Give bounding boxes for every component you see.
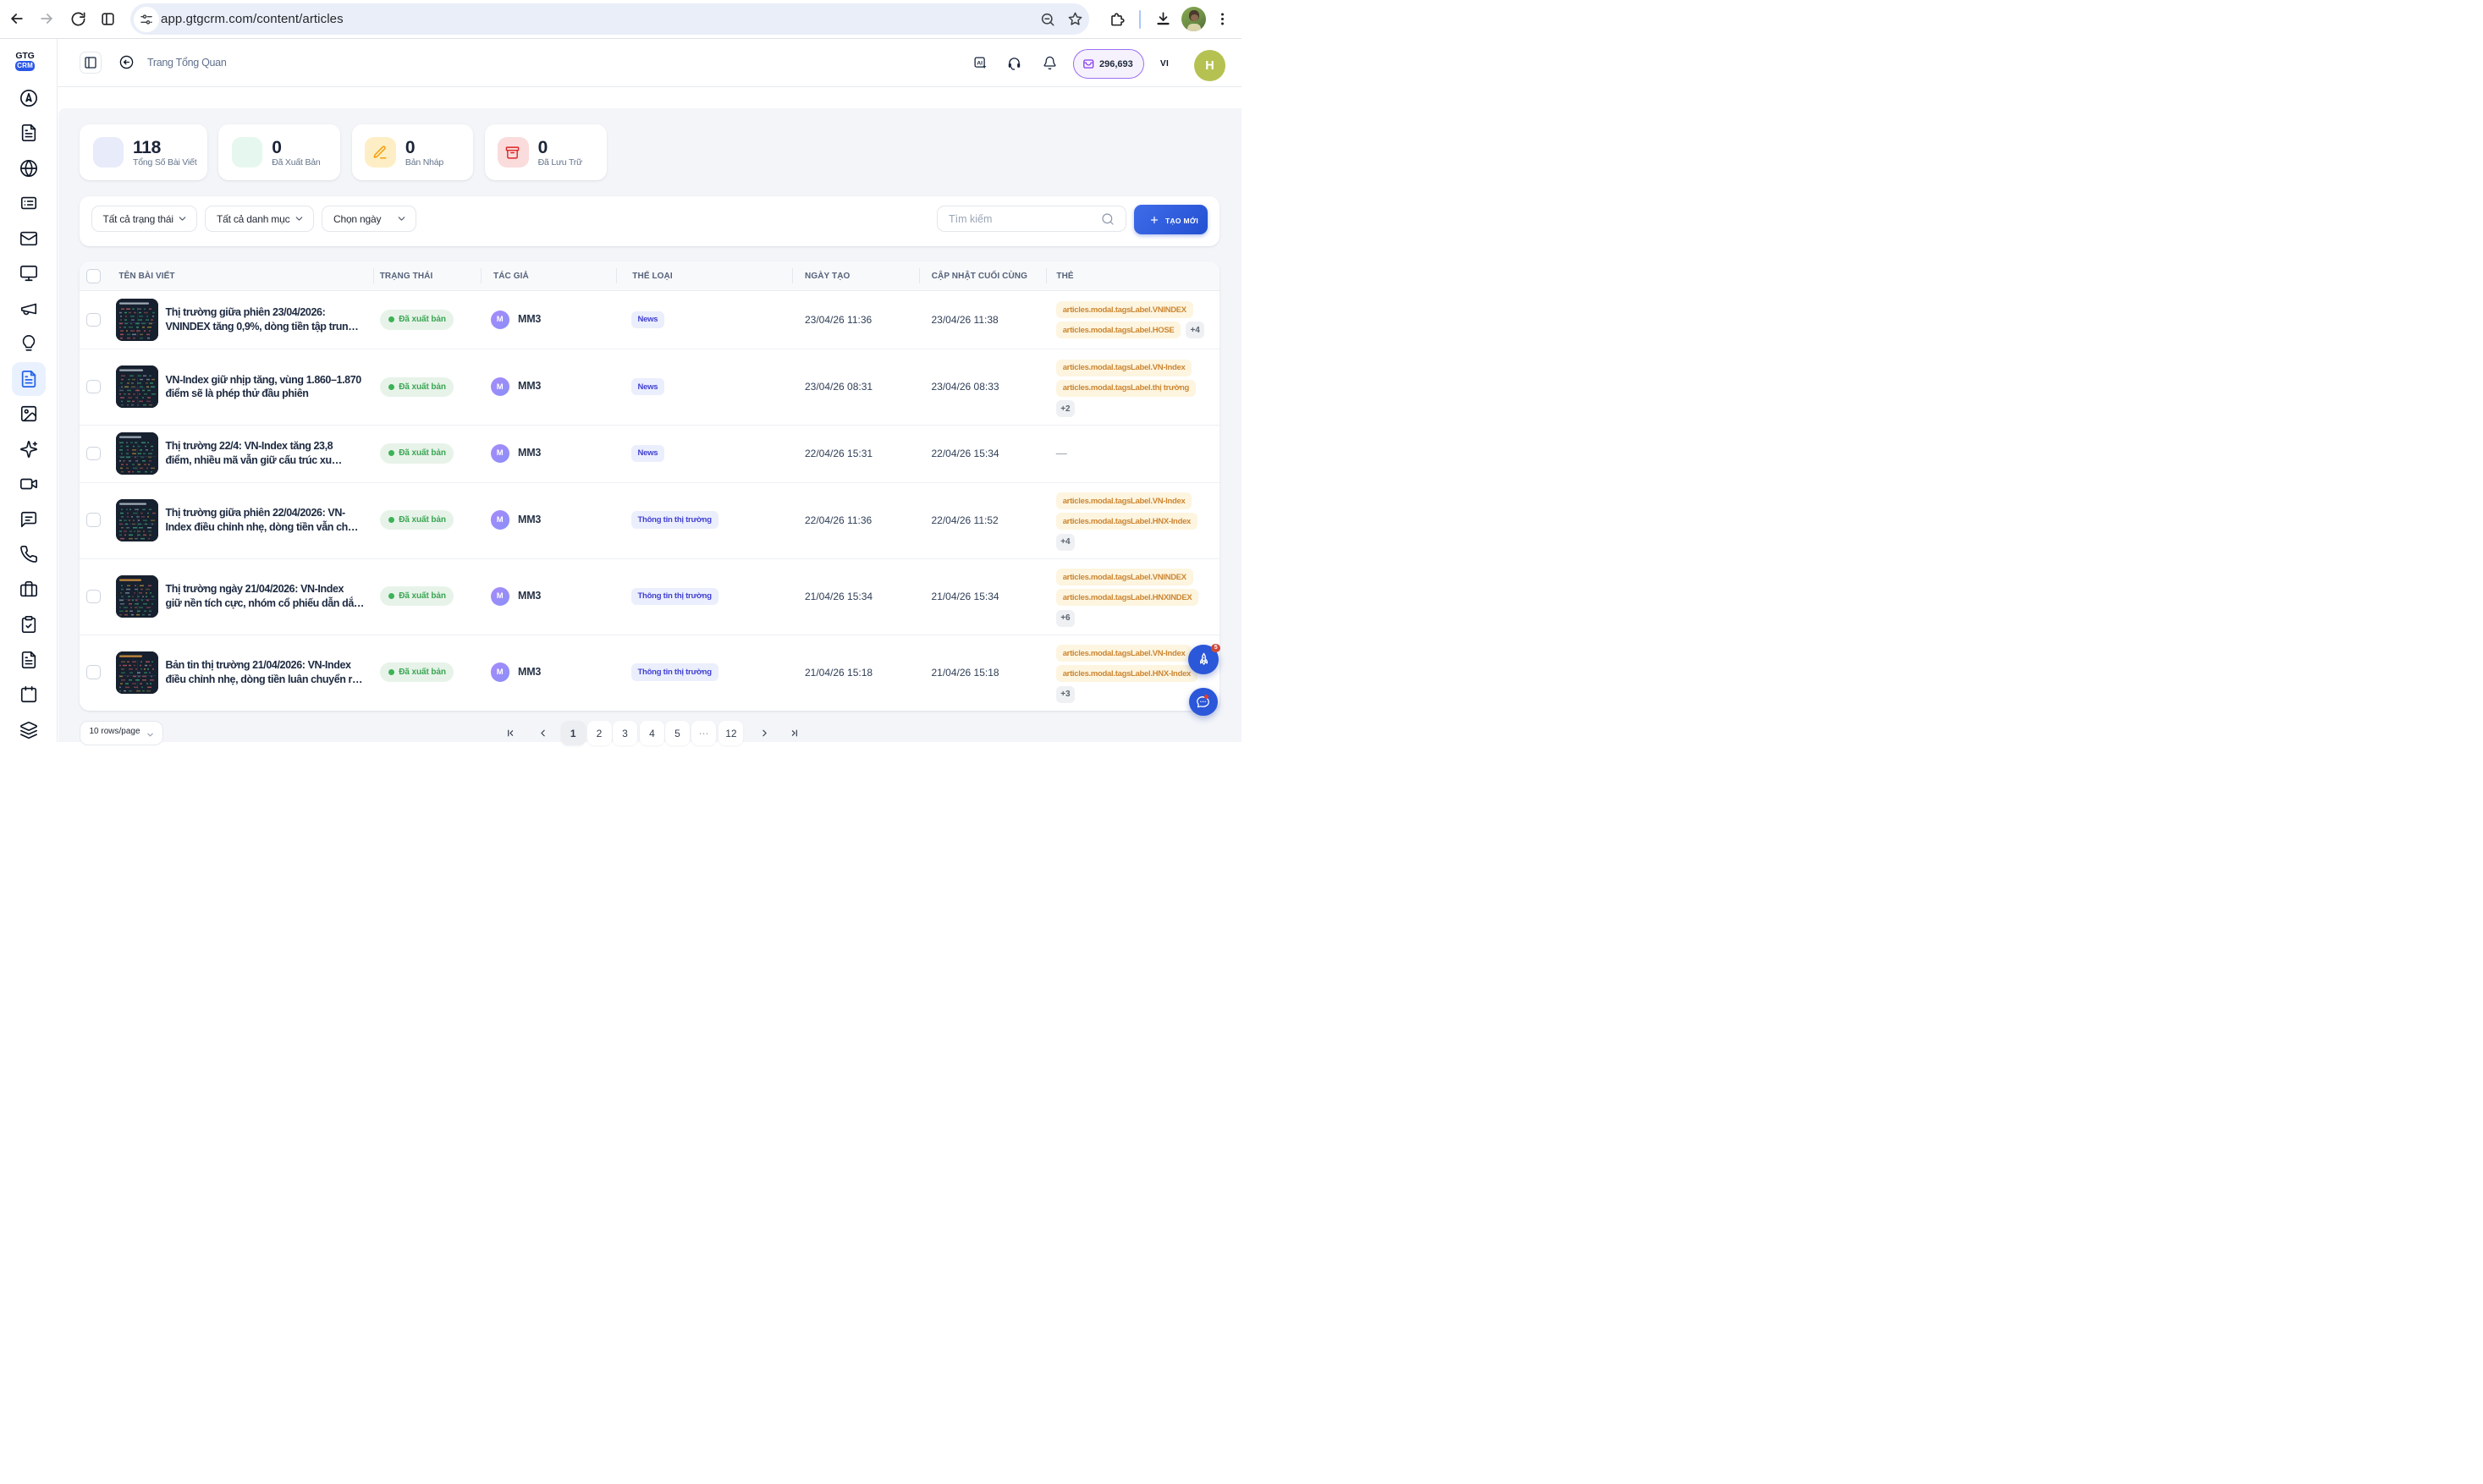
svg-text:AI: AI xyxy=(977,60,983,66)
